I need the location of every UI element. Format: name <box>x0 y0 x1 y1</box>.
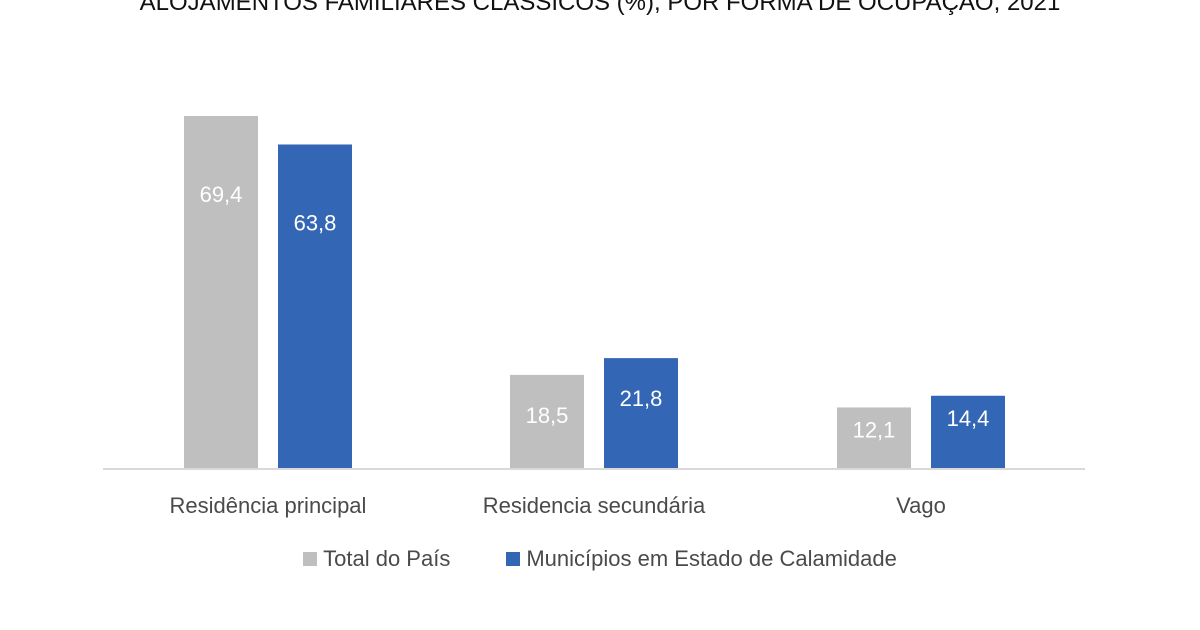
bar-total-do-pais-residencia-secundaria <box>510 374 584 469</box>
tick-label-residencia-secundaria: Residencia secundária <box>483 493 706 518</box>
legend-label-municipios: Municípios em Estado de Calamidade <box>526 546 897 571</box>
data-label-total-do-pais-residencia-secundaria: 18,5 <box>526 403 569 428</box>
legend-swatch-municipios <box>506 552 521 566</box>
legend-item-total: Total do País <box>303 546 450 572</box>
data-label-total-do-pais-residencia-principal: 69,4 <box>200 182 243 207</box>
data-label-municipios-em-estado-de-calamidade-residencia-secundaria: 21,8 <box>620 386 663 411</box>
bar-municipios-em-estado-de-calamidade-vago <box>931 395 1005 469</box>
chart-title: ALOJAMENTOS FAMILIARES CLÁSSICOS (%), PO… <box>139 0 1061 16</box>
bar-municipios-em-estado-de-calamidade-residencia-principal <box>278 144 352 470</box>
data-label-municipios-em-estado-de-calamidade-residencia-principal: 63,8 <box>294 210 337 235</box>
bar-municipios-em-estado-de-calamidade-residencia-secundaria <box>604 358 678 469</box>
bar-total-do-pais-residencia-principal <box>184 116 258 469</box>
legend-swatch-total <box>303 552 318 566</box>
data-label-municipios-em-estado-de-calamidade-vago: 14,4 <box>947 406 990 431</box>
legend-label-total: Total do País <box>323 546 451 571</box>
tick-label-residencia-principal: Residência principal <box>170 493 367 518</box>
tick-label-vago: Vago <box>896 493 946 518</box>
legend: Total do País Municípios em Estado de Ca… <box>0 546 1200 572</box>
bar-total-do-pais-vago <box>837 407 911 469</box>
data-label-total-do-pais-vago: 12,1 <box>853 417 896 442</box>
legend-item-municipios: Municípios em Estado de Calamidade <box>506 546 897 572</box>
